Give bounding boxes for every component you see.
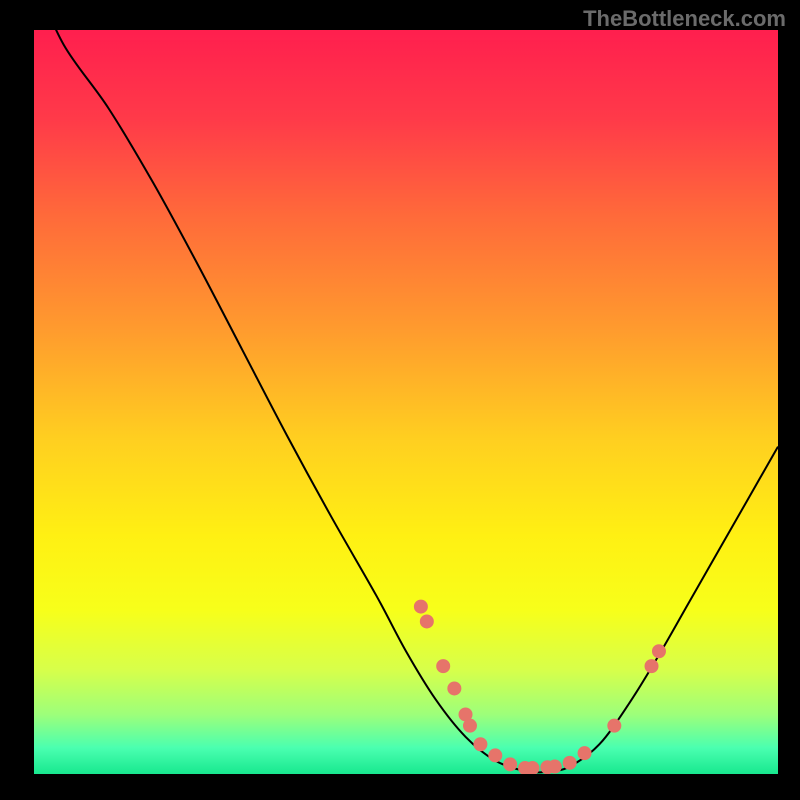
data-marker [474, 738, 487, 751]
plot-area [34, 30, 778, 774]
data-marker [448, 682, 461, 695]
marker-group [414, 600, 665, 774]
data-marker [463, 719, 476, 732]
data-marker [652, 645, 665, 658]
data-marker [526, 762, 539, 774]
outer-frame: TheBottleneck.com [0, 0, 800, 800]
data-marker [420, 615, 433, 628]
data-marker [489, 749, 502, 762]
data-marker [504, 758, 517, 771]
data-marker [578, 747, 591, 760]
data-marker [548, 760, 561, 773]
data-marker [437, 660, 450, 673]
data-marker [563, 756, 576, 769]
data-marker [608, 719, 621, 732]
watermark-text: TheBottleneck.com [583, 6, 786, 32]
data-marker [414, 600, 427, 613]
curve-layer [34, 30, 778, 774]
bottleneck-curve [34, 30, 778, 772]
data-marker [645, 660, 658, 673]
